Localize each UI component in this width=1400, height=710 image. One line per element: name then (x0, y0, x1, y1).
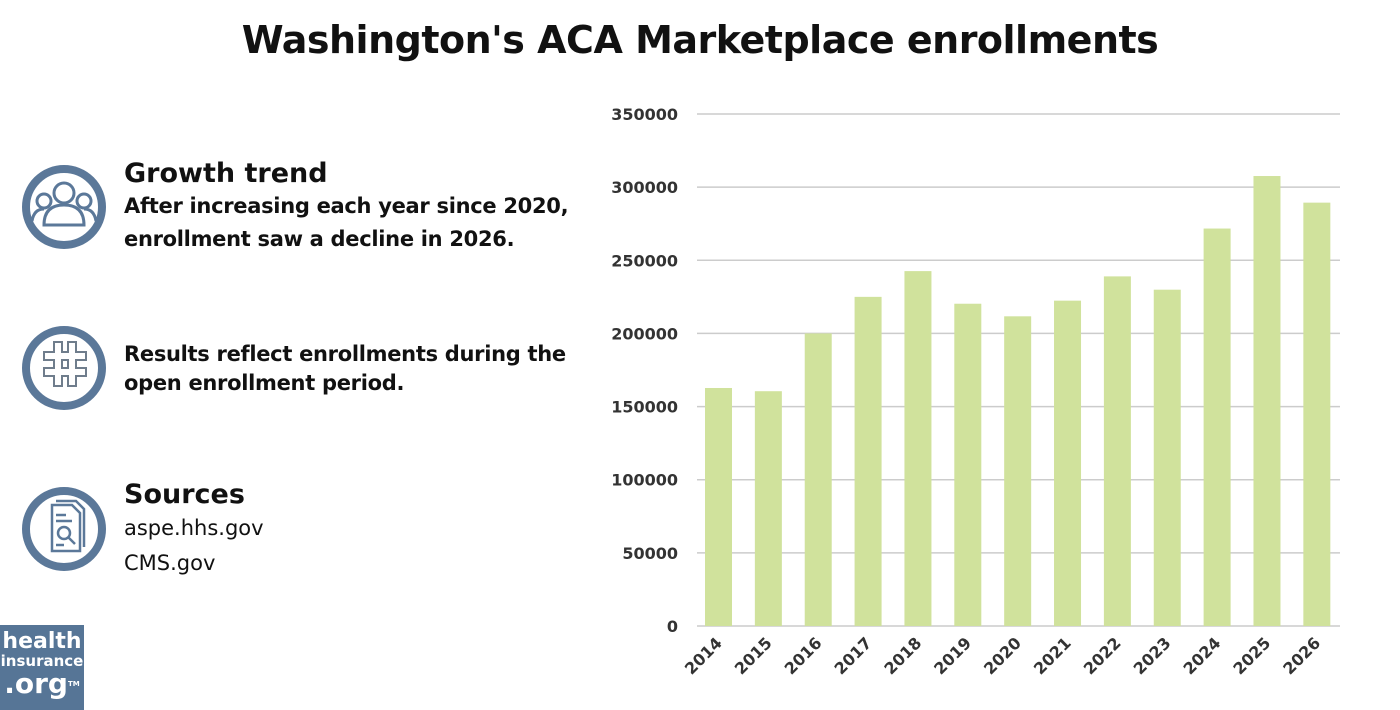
x-tick-label: 2026 (1279, 633, 1324, 678)
growth-trend-line: After increasing each year since 2020, (124, 194, 569, 218)
y-tick-label: 150000 (611, 398, 678, 417)
x-tick-label: 2015 (731, 633, 776, 678)
period-note-block: Results reflect enrollments during the o… (124, 338, 566, 400)
source-link[interactable]: aspe.hhs.gov (124, 516, 264, 540)
healthinsurance-logo: health insurance .orgTM (0, 625, 84, 710)
y-tick-label: 300000 (611, 178, 678, 197)
logo-text: .org (4, 667, 68, 700)
period-note-line: Results reflect enrollments during the (124, 342, 566, 366)
hashtag-icon (22, 326, 106, 410)
people-icon (22, 165, 106, 249)
chart-title: Washington's ACA Marketplace enrollments (241, 18, 1159, 62)
bar (1203, 228, 1231, 626)
x-tick-label: 2022 (1080, 633, 1125, 678)
bar (854, 296, 882, 626)
document-search-icon (22, 487, 106, 571)
growth-trend-block: Growth trend After increasing each year … (124, 158, 569, 256)
x-tick-label: 2016 (781, 633, 826, 678)
period-note-line: open enrollment period. (124, 371, 405, 395)
growth-trend-heading: Growth trend (124, 158, 328, 189)
growth-trend-line: enrollment saw a decline in 2026. (124, 227, 515, 251)
x-tick-label: 2020 (980, 633, 1025, 678)
x-tick-label: 2018 (880, 633, 925, 678)
bar (904, 271, 932, 626)
source-link[interactable]: CMS.gov (124, 551, 216, 575)
sources-heading: Sources (124, 479, 245, 510)
y-tick-label: 350000 (611, 105, 678, 124)
logo-text: insurance (0, 652, 84, 670)
bar (1054, 300, 1082, 626)
y-tick-label: 200000 (611, 324, 678, 343)
sources-block: Sources aspe.hhs.gov CMS.gov (124, 479, 264, 581)
y-tick-label: 0 (667, 617, 678, 636)
x-tick-label: 2024 (1180, 633, 1225, 678)
bar (804, 333, 832, 626)
bar (1253, 176, 1281, 626)
bar (954, 303, 982, 626)
logo-tm: TM (67, 680, 80, 688)
x-tick-label: 2017 (830, 633, 875, 678)
bar (705, 387, 732, 626)
y-tick-label: 50000 (622, 544, 678, 563)
x-tick-label: 2021 (1030, 633, 1075, 678)
bar (1153, 289, 1181, 626)
x-tick-label: 2014 (681, 633, 726, 678)
x-tick-label: 2023 (1130, 633, 1175, 678)
x-tick-label: 2019 (930, 633, 975, 678)
x-tick-label: 2025 (1229, 633, 1274, 678)
y-tick-label: 100000 (611, 471, 678, 490)
bar (1103, 276, 1131, 626)
logo-text: health (2, 629, 82, 654)
bar-chart: 0 50000 100000 150000 200000 250000 300000 3500… (611, 105, 1340, 678)
bar (1303, 202, 1331, 626)
bar (754, 391, 782, 626)
bar (1004, 316, 1032, 626)
y-tick-label: 250000 (611, 251, 678, 270)
